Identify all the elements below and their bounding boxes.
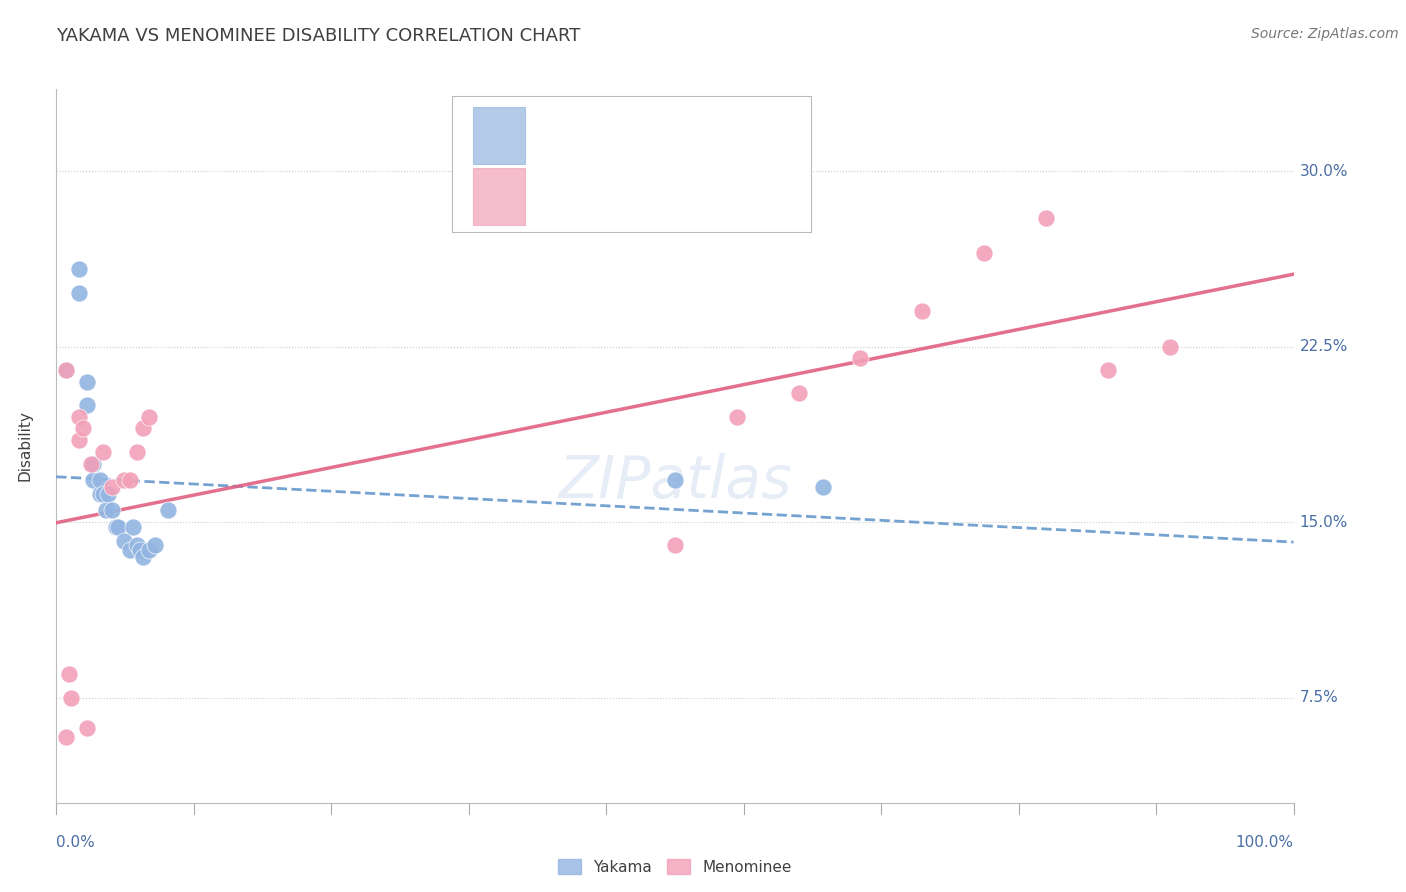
Point	[132, 550, 155, 565]
FancyBboxPatch shape	[474, 107, 526, 164]
Point	[125, 445, 148, 459]
Point	[67, 433, 90, 447]
Text: Disability: Disability	[18, 410, 32, 482]
Text: 7.5%: 7.5%	[1299, 690, 1339, 705]
Point	[101, 503, 124, 517]
Point	[94, 503, 117, 517]
Point	[725, 409, 748, 424]
Point	[787, 386, 810, 401]
Point	[55, 363, 77, 377]
Point	[82, 473, 104, 487]
Text: Source: ZipAtlas.com: Source: ZipAtlas.com	[1251, 27, 1399, 41]
Point	[132, 421, 155, 435]
Point	[122, 519, 145, 533]
Point	[112, 533, 135, 548]
Point	[911, 304, 934, 318]
Point	[112, 473, 135, 487]
Point	[60, 690, 83, 705]
Point	[55, 731, 77, 745]
Point	[973, 246, 995, 260]
Point	[55, 363, 77, 377]
Point	[91, 487, 114, 501]
Point	[89, 487, 111, 501]
Point	[82, 457, 104, 471]
Point	[138, 543, 160, 558]
Point	[67, 285, 90, 300]
Point	[89, 473, 111, 487]
Text: 30.0%: 30.0%	[1299, 163, 1348, 178]
Point	[125, 538, 148, 552]
Text: 15.0%: 15.0%	[1299, 515, 1348, 530]
Point	[143, 538, 166, 552]
Text: R = 0.027: R = 0.027	[533, 128, 609, 143]
Text: 0.0%: 0.0%	[56, 835, 96, 850]
Text: 22.5%: 22.5%	[1299, 339, 1348, 354]
Point	[664, 473, 686, 487]
FancyBboxPatch shape	[474, 168, 526, 225]
Point	[1097, 363, 1119, 377]
Point	[80, 457, 103, 471]
Point	[97, 487, 120, 501]
Point	[156, 503, 179, 517]
Text: N = 26: N = 26	[693, 128, 747, 143]
Point	[58, 667, 80, 681]
Point	[138, 409, 160, 424]
Point	[129, 543, 152, 558]
Point	[76, 375, 98, 389]
Text: ZIPatlas: ZIPatlas	[558, 453, 792, 510]
Point	[813, 480, 835, 494]
Point	[120, 543, 142, 558]
Point	[67, 262, 90, 277]
Point	[76, 721, 98, 735]
Point	[849, 351, 872, 366]
Point	[120, 473, 142, 487]
Point	[76, 398, 98, 412]
Text: 100.0%: 100.0%	[1236, 835, 1294, 850]
Point	[67, 409, 90, 424]
Point	[101, 480, 124, 494]
Point	[107, 519, 129, 533]
Point	[664, 538, 686, 552]
Point	[1035, 211, 1057, 225]
Point	[91, 445, 114, 459]
Legend: Yakama, Menominee: Yakama, Menominee	[553, 853, 797, 880]
Text: N = 25: N = 25	[693, 189, 747, 203]
Point	[72, 421, 94, 435]
Text: R = 0.429: R = 0.429	[533, 189, 609, 203]
FancyBboxPatch shape	[453, 96, 811, 232]
Point	[1159, 340, 1181, 354]
Text: YAKAMA VS MENOMINEE DISABILITY CORRELATION CHART: YAKAMA VS MENOMINEE DISABILITY CORRELATI…	[56, 27, 581, 45]
Point	[104, 519, 127, 533]
